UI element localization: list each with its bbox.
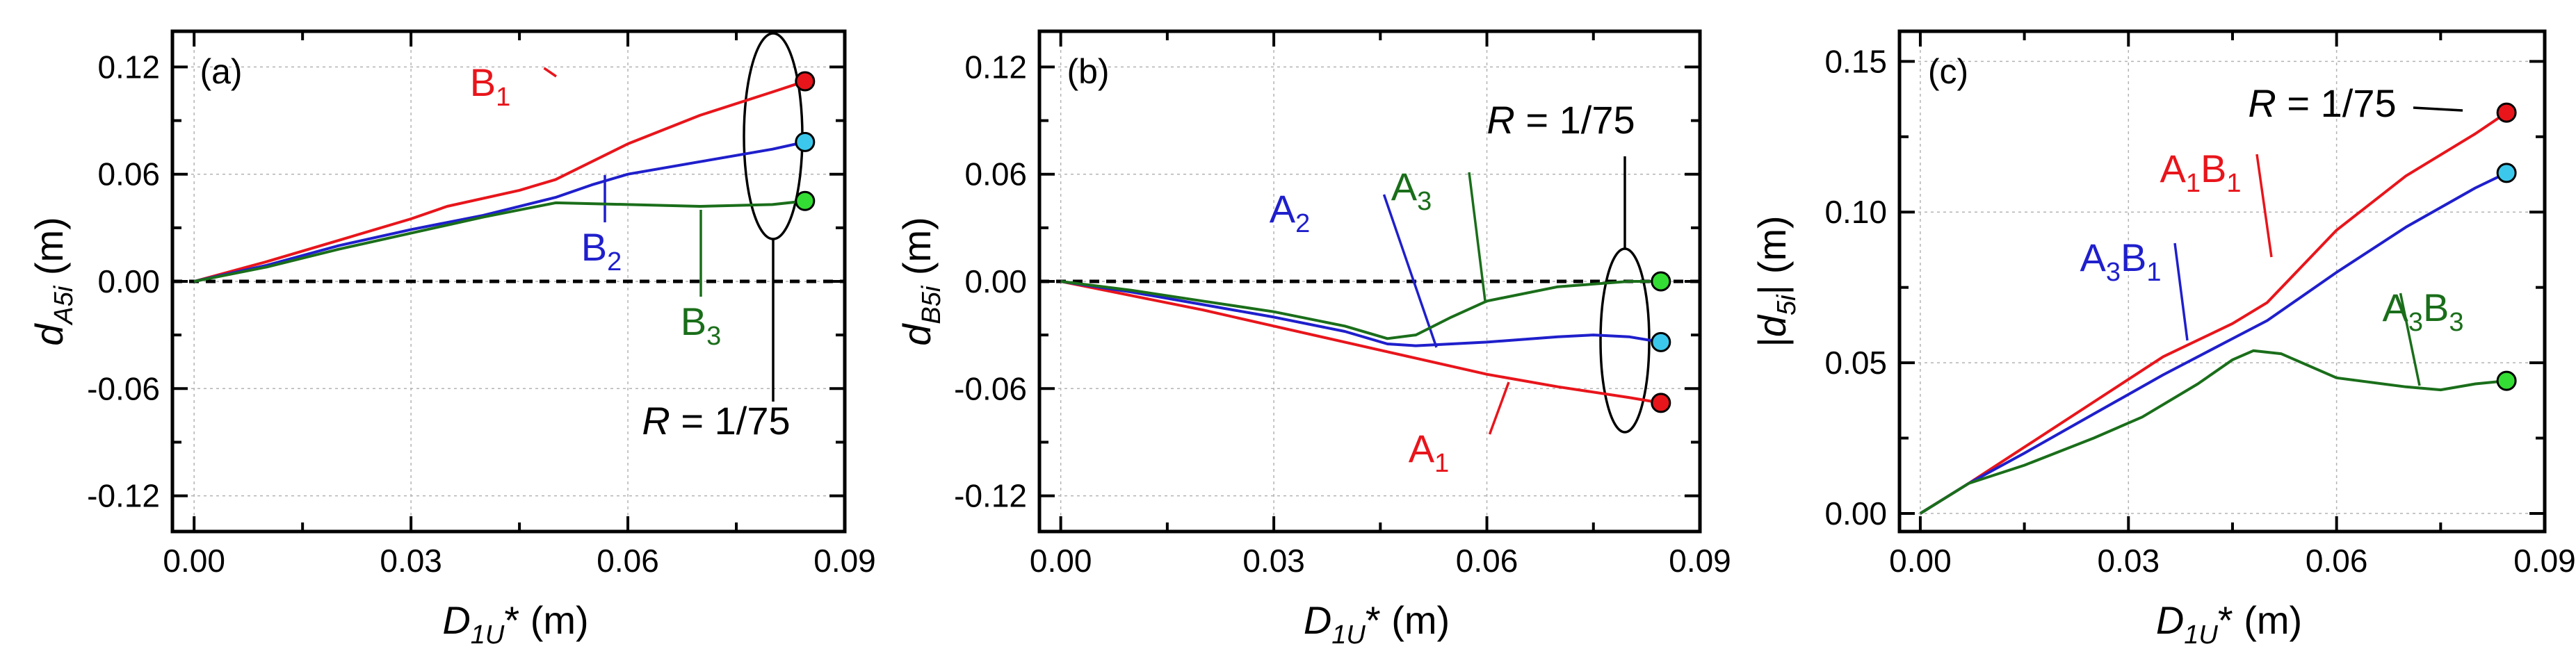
x-tick-label: 0.06 <box>2306 543 2368 579</box>
series-end-marker-0 <box>2496 102 2517 123</box>
annotation-ellipse <box>1599 247 1651 434</box>
series-line-2 <box>193 199 806 283</box>
chart-panel-b: 0.00 0.03 0.06 0.09 -0.12 -0.06 0.00 0.06 0.12 (b… <box>895 29 1731 650</box>
series-leader-1 <box>1382 194 1438 348</box>
x-tick-label: 0.09 <box>2513 543 2576 579</box>
y-tick-label: 0.12 <box>97 49 160 85</box>
series-leader-0 <box>2255 154 2273 258</box>
series-line-0 <box>1919 111 2508 515</box>
y-tick-label: 0.12 <box>964 49 1027 85</box>
series-end-marker-0 <box>795 71 816 92</box>
x-tick-label: 0.00 <box>1889 543 1952 579</box>
y-tick-label: 0.10 <box>1824 194 1887 230</box>
annotation-label: R = 1/75 <box>2248 81 2396 125</box>
series-end-marker-2 <box>795 190 816 211</box>
series-line-1 <box>1919 172 2507 515</box>
y-tick-label: -0.06 <box>87 370 160 406</box>
annotation-label: R = 1/75 <box>1487 98 1635 142</box>
series-line-2 <box>1919 349 2507 515</box>
series-line-2 <box>1060 280 1661 340</box>
x-axis-title: D1U* (m) <box>442 598 588 650</box>
y-tick-label: -0.12 <box>87 478 160 514</box>
series-label-0: B1 <box>470 60 511 112</box>
y-tick-label: 0.05 <box>1824 345 1887 381</box>
series-line-1 <box>1060 280 1662 347</box>
y-tick-label: 0.00 <box>964 263 1027 299</box>
panel-label: (a) <box>200 52 242 91</box>
annotation-label: R = 1/75 <box>642 399 790 443</box>
x-tick-label: 0.03 <box>380 543 442 579</box>
annotation-ellipse <box>743 32 804 240</box>
x-tick-label: 0.03 <box>1242 543 1305 579</box>
y-tick-label: 0.00 <box>97 263 160 299</box>
x-tick-label: 0.09 <box>1669 543 1731 579</box>
series-end-marker-1 <box>1651 331 1671 352</box>
y-tick-label: 0.06 <box>964 156 1027 192</box>
plot-frame <box>170 29 847 534</box>
series-label-1: A2 <box>1270 187 1311 238</box>
y-tick-label: -0.12 <box>954 478 1027 514</box>
x-tick-label: 0.06 <box>1456 543 1518 579</box>
series-leader-1 <box>2173 242 2189 341</box>
series-end-marker-1 <box>795 131 816 152</box>
series-line-1 <box>193 140 806 283</box>
x-axis-title: D1U* (m) <box>1304 598 1450 650</box>
y-tick-label: 0.15 <box>1824 43 1887 79</box>
y-axis-title: dA5i (m) <box>27 217 79 346</box>
series-label-1: B2 <box>581 225 622 277</box>
series-label-2: A3B3 <box>2383 286 2464 337</box>
series-end-marker-2 <box>2496 370 2517 391</box>
x-tick-label: 0.06 <box>597 543 659 579</box>
x-tick-label: 0.09 <box>813 543 876 579</box>
x-tick-label: 0.00 <box>163 543 225 579</box>
x-tick-label: 0.03 <box>2098 543 2160 579</box>
x-axis-title: D1U* (m) <box>2156 598 2302 650</box>
series-end-marker-0 <box>1651 393 1671 413</box>
y-tick-label: 0.06 <box>97 156 160 192</box>
y-axis-title: dB5i (m) <box>895 217 946 346</box>
series-leader-2 <box>2399 293 2421 386</box>
y-tick-label: 0.00 <box>1824 495 1887 532</box>
series-label-0: A1B1 <box>2160 147 2242 198</box>
series-line-0 <box>1060 280 1662 404</box>
chart-panel-a: 0.00 0.03 0.06 0.09 -0.12 -0.06 0.00 0.06 0.12 (a… <box>27 29 876 650</box>
series-label-0: A1 <box>1409 427 1450 478</box>
plot-frame <box>1037 29 1702 534</box>
series-end-marker-2 <box>1651 271 1671 292</box>
y-axis-title: |d5i| (m) <box>1750 215 1801 347</box>
series-leader-2 <box>1468 172 1487 302</box>
series-leader-0 <box>543 67 557 78</box>
annotation-leader <box>2413 106 2463 112</box>
series-line-0 <box>193 80 806 283</box>
series-label-2: B3 <box>681 299 722 351</box>
series-leader-0 <box>1488 381 1510 435</box>
series-label-1: A3B1 <box>2080 236 2162 287</box>
chart-panel-c: 0.00 0.03 0.06 0.09 0.00 0.05 0.10 0.15 (c) D1U* … <box>1750 29 2576 650</box>
panel-label: (b) <box>1067 52 1109 91</box>
series-end-marker-1 <box>2496 163 2517 183</box>
plot-frame <box>1897 29 2547 534</box>
y-tick-label: -0.06 <box>954 370 1027 406</box>
x-tick-label: 0.00 <box>1030 543 1092 579</box>
panel-label: (c) <box>1928 52 1968 91</box>
series-label-2: A3 <box>1391 165 1432 216</box>
